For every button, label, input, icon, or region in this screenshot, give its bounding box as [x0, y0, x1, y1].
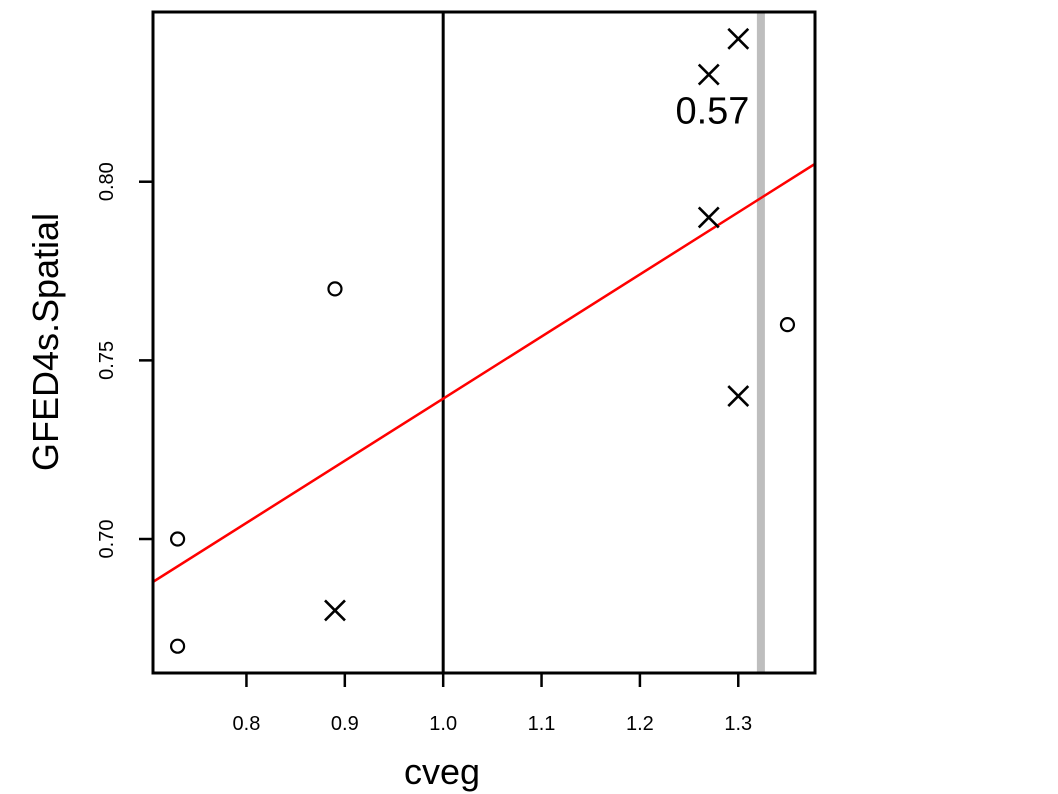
data-point-circle	[169, 638, 186, 654]
data-point-circle	[327, 281, 343, 297]
y-tick-label: 0.80	[96, 162, 118, 201]
data-point-circle	[169, 531, 186, 547]
annotation-label: 0.57	[675, 91, 749, 133]
regression-line	[153, 162, 815, 583]
y-axis-title: GFED4s.Spatial	[25, 213, 66, 471]
plot-inner	[153, 12, 815, 673]
y-tick-label: 0.70	[96, 520, 118, 559]
data-point-cross	[697, 63, 720, 86]
data-point-cross	[697, 206, 720, 229]
data-point-cross	[727, 385, 750, 408]
x-tick-label: 0.9	[331, 713, 359, 735]
x-tick-label: 0.8	[233, 713, 261, 735]
data-point-circle	[779, 317, 796, 333]
y-tick-label: 0.75	[96, 341, 118, 380]
x-tick-label: 1.3	[724, 713, 752, 735]
data-point-cross	[727, 27, 750, 50]
x-axis-title: cveg	[404, 751, 480, 792]
plot-frame	[151, 10, 817, 675]
data-point-cross	[324, 599, 346, 622]
x-tick-label: 1.1	[528, 713, 556, 735]
x-tick-label: 1.2	[626, 713, 654, 735]
x-tick-label: 1.0	[429, 713, 457, 735]
plot-area: 0.8 0.9 1.0 1.1 1.2 1.3 0.70 0.75 0.80	[96, 10, 817, 735]
